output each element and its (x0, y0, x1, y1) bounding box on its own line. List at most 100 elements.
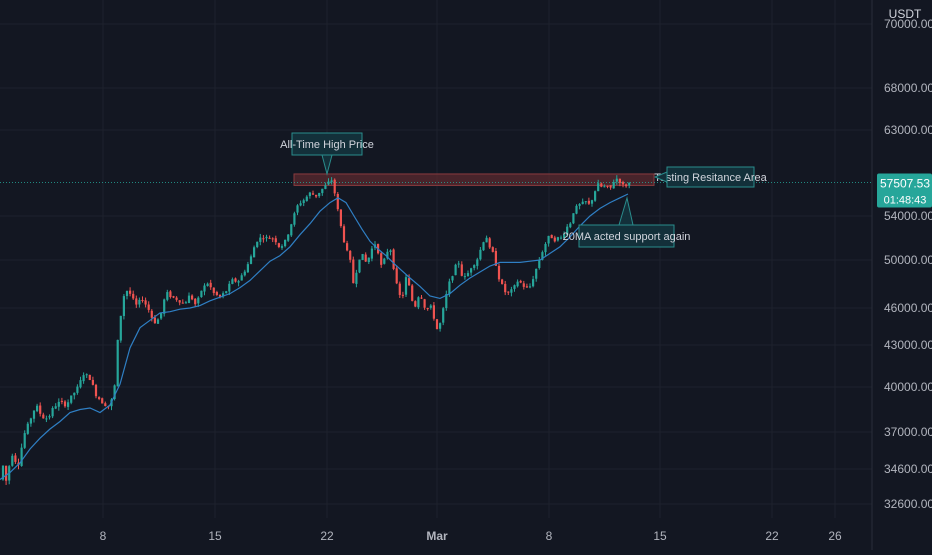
candle-body (209, 282, 212, 288)
candle-body (60, 400, 63, 402)
candle-body (274, 238, 277, 243)
candle-body (163, 299, 166, 314)
candle-body (45, 418, 48, 420)
candle-body (581, 201, 584, 205)
candle-body (618, 178, 621, 183)
time-axis[interactable]: 8 15 22 Mar 8 15 22 26 (100, 529, 842, 543)
price-tick-label: 32600.00 (884, 497, 932, 511)
candle-body (621, 182, 625, 185)
candle-body (510, 289, 513, 293)
candle-body (200, 290, 203, 298)
candle-body (485, 237, 488, 243)
resistance-callout: Testing Resitance Area (654, 166, 768, 188)
candle-body (256, 241, 259, 248)
price-tick-label: 70000.00 (884, 17, 932, 31)
candle-body (277, 243, 280, 247)
candle-body (569, 223, 572, 228)
candle-body (85, 374, 88, 376)
candle-body (550, 234, 553, 239)
candle-body (187, 295, 191, 304)
price-axis[interactable]: USDT 70000.00 68000.00 63000.00 54000.00 500… (871, 0, 932, 550)
price-tick-label: 40000.00 (884, 380, 932, 394)
last-price-value: 57507.53 (880, 176, 930, 190)
time-tick-label: 8 (100, 529, 107, 543)
candle-body (184, 302, 187, 304)
candle-body (26, 423, 29, 434)
candle-body (144, 300, 147, 305)
price-tick-label: 54000.00 (884, 209, 932, 223)
candle-body (473, 265, 476, 268)
last-price-tag-bg (877, 173, 932, 208)
grid (0, 0, 872, 518)
ath-callout-label: All-Time High Price (280, 139, 374, 151)
candle-body (191, 295, 194, 300)
candle-body (243, 271, 246, 276)
candle-body (287, 234, 290, 241)
moving-average-20 (0, 193, 629, 480)
candle-body (305, 196, 308, 201)
candle-body (150, 310, 153, 318)
candle-body (606, 185, 609, 187)
candle-body (178, 300, 181, 303)
currency-label: USDT (889, 7, 922, 21)
candle-body (417, 297, 420, 308)
candle-body (153, 317, 156, 324)
candle-body (364, 254, 367, 262)
candle-body (141, 299, 144, 301)
candle-body (249, 256, 253, 264)
candle-body (389, 250, 392, 253)
candle-body (265, 236, 268, 239)
candle-body (212, 287, 215, 293)
candle-body (556, 237, 559, 241)
candle-body (339, 209, 342, 226)
candle-body (237, 281, 240, 283)
candle-body (587, 200, 590, 204)
candle-body (572, 213, 575, 224)
candle-body (327, 181, 330, 185)
candle-body (129, 290, 132, 294)
candle-body (101, 398, 104, 404)
candle-body (349, 250, 352, 260)
candle-body (48, 416, 51, 418)
candle-body (541, 252, 544, 260)
candle-body (315, 194, 318, 197)
annotations: All-Time High Price Testing Resitance Ar… (280, 132, 768, 248)
candle-body (609, 185, 612, 188)
candle-body (590, 200, 594, 204)
candle-body (125, 290, 129, 297)
candle-body (1, 465, 5, 480)
candle-body (547, 235, 550, 244)
candle-body (160, 313, 163, 319)
candle-body (494, 251, 497, 266)
candle-body (147, 304, 150, 310)
candle-body (522, 283, 525, 287)
candle-body (445, 293, 448, 309)
candle-body (333, 179, 336, 194)
candle-body (420, 297, 423, 299)
candle-body (612, 182, 615, 189)
candle-body (222, 293, 225, 297)
ath-callout-pointer (321, 154, 333, 176)
candle-body (429, 305, 432, 308)
candle-body (82, 375, 85, 382)
resistance-zone-rect (293, 173, 655, 186)
candle-body (262, 238, 265, 240)
candle-body (156, 319, 160, 324)
candle-body (578, 204, 581, 206)
candle-body (367, 257, 370, 263)
candle-body (302, 200, 305, 204)
candle-body (194, 298, 197, 305)
resistance-callout-label: Testing Resitance Area (654, 172, 767, 184)
candle-body (98, 397, 101, 399)
candle-body (625, 184, 628, 187)
candle-body (175, 297, 178, 300)
candle-body (336, 193, 339, 210)
candle-body (386, 251, 389, 259)
candle-body (166, 292, 169, 300)
candle-body (138, 299, 141, 305)
candle-body (280, 246, 284, 248)
candle-body (451, 276, 454, 281)
candle-body (67, 402, 70, 407)
